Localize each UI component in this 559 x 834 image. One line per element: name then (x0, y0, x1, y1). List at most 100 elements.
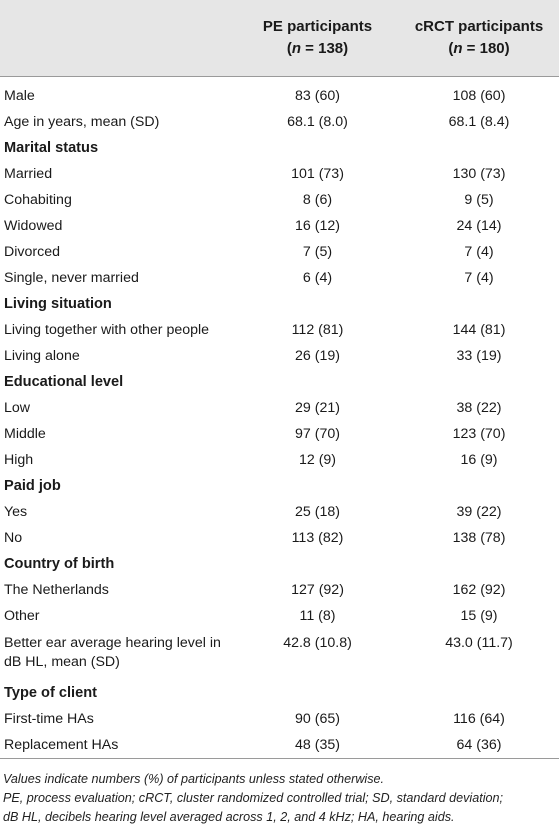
row-label: Middle (4, 426, 46, 442)
header-row: PE participants (n = 138) cRCT participa… (0, 0, 559, 77)
table-row: Yes 25 (18) 39 (22) (0, 499, 559, 525)
pe-value-cell: 16 (12) (295, 218, 340, 234)
header-pe-title: PE participants (262, 18, 373, 35)
section-title: Living situation (4, 296, 112, 312)
row-label: No (4, 530, 23, 546)
crct-value-cell: 38 (22) (456, 400, 502, 416)
table-row: Widowed 16 (12) 24 (14) (0, 213, 559, 239)
pe-value-cell: 127 (92) (291, 582, 344, 598)
header-crct-participants: cRCT participants (n = 180) (399, 0, 559, 77)
header-pe-participants: PE participants (n = 138) (236, 0, 399, 77)
pe-value-cell: 68.1 (8.0) (287, 114, 348, 130)
table-row: The Netherlands 127 (92) 162 (92) (0, 577, 559, 603)
crct-value-cell: 108 (60) (452, 88, 506, 104)
row-label: Age in years, mean (SD) (4, 114, 160, 130)
pe-value-cell: 25 (18) (295, 504, 340, 520)
section-title: Educational level (4, 374, 124, 390)
pe-value-cell: 8 (6) (302, 192, 333, 208)
row-label: Living alone (4, 348, 80, 364)
section-header-row: Type of client (0, 680, 559, 706)
table-row: Replacement HAs 48 (35) 64 (36) (0, 732, 559, 759)
section-title: Type of client (4, 685, 97, 701)
crct-value-cell: 64 (36) (399, 732, 559, 759)
section-title: Paid job (4, 478, 61, 494)
header-crct-n: (n = 180) (448, 40, 510, 57)
crct-value-cell: 138 (78) (452, 530, 506, 546)
table-header: PE participants (n = 138) cRCT participa… (0, 0, 559, 77)
section-title: Country of birth (4, 556, 115, 572)
table-row: Male 83 (60) 108 (60) (0, 83, 559, 109)
pe-value-cell: 90 (65) (295, 711, 340, 727)
header-pe-n: (n = 138) (286, 40, 349, 57)
footnote-line: PE, process evaluation; cRCT, cluster ra… (3, 791, 504, 805)
pe-value-cell: 101 (73) (291, 166, 344, 182)
pe-value-cell: 11 (8) (299, 608, 336, 624)
pe-value-cell: 7 (5) (302, 244, 333, 260)
header-rule (0, 76, 559, 77)
table-row: Single, never married 6 (4) 7 (4) (0, 265, 559, 291)
pe-value-cell: 6 (4) (302, 270, 333, 286)
table-row: Married 101 (73) 130 (73) (0, 161, 559, 187)
row-label: Replacement HAs (0, 732, 236, 759)
row-label: Low (4, 400, 31, 416)
crct-value-cell: 15 (9) (460, 608, 498, 624)
crct-value-cell: 7 (4) (464, 244, 494, 260)
row-label: The Netherlands (4, 582, 109, 598)
row-label: First-time HAs (4, 711, 94, 727)
header-crct-title: cRCT participants (414, 18, 544, 35)
table-footnotes: Values indicate numbers (%) of participa… (3, 770, 556, 827)
crct-value-cell: 16 (9) (460, 452, 498, 468)
crct-value-cell: 24 (14) (456, 218, 502, 234)
row-label: Yes (4, 504, 28, 520)
crct-value-cell: 130 (73) (452, 166, 506, 182)
pe-value-cell: 48 (35) (236, 732, 399, 759)
row-label: Widowed (4, 218, 63, 234)
crct-value-cell: 9 (5) (464, 192, 494, 208)
table-row: No 113 (82) 138 (78) (0, 525, 559, 551)
table-row: High 12 (9) 16 (9) (0, 447, 559, 473)
section-header-row: Living situation (0, 291, 559, 317)
section-header-row: Paid job (0, 473, 559, 499)
table-row: Living alone 26 (19) 33 (19) (0, 343, 559, 369)
crct-value-cell: 43.0 (11.7) (445, 635, 513, 651)
crct-value-cell: 162 (92) (452, 582, 506, 598)
section-header-row: Marital status (0, 135, 559, 161)
row-label: Male (4, 88, 35, 104)
section-header-row: Country of birth (0, 551, 559, 577)
crct-value-cell: 7 (4) (464, 270, 494, 286)
pe-value-cell: 113 (82) (291, 530, 344, 546)
table-row: Better ear average hearing level in dB H… (0, 629, 559, 680)
crct-value-cell: 33 (19) (456, 348, 502, 364)
pe-value-cell: 26 (19) (295, 348, 340, 364)
row-label: Single, never married (4, 270, 139, 286)
table-row: Low 29 (21) 38 (22) (0, 395, 559, 421)
table-row: Living together with other people 112 (81… (0, 317, 559, 343)
pe-value-cell: 29 (21) (295, 400, 340, 416)
footnote-line: dB HL, decibels hearing level averaged a… (3, 810, 455, 824)
header-empty-cell (0, 0, 236, 77)
demographics-table: PE participants (n = 138) cRCT participa… (0, 0, 559, 759)
row-label: Cohabiting (4, 192, 72, 208)
table-row: Other 11 (8) 15 (9) (0, 603, 559, 629)
row-label: Better ear average hearing level in dB H… (4, 635, 221, 670)
table-body: Male 83 (60) 108 (60) Age in years, mean (S… (0, 76, 559, 759)
crct-value-cell: 116 (64) (453, 711, 505, 727)
row-label: Married (4, 166, 53, 182)
row-label: Other (4, 608, 40, 624)
table-row: Age in years, mean (SD) 68.1 (8.0) 68.1 (8… (0, 109, 559, 135)
footnote-line: Values indicate numbers (%) of participa… (3, 772, 385, 786)
crct-value-cell: 144 (81) (452, 322, 506, 338)
pe-value-cell: 42.8 (10.8) (283, 635, 352, 651)
row-label: Divorced (4, 244, 60, 260)
table-row: Divorced 7 (5) 7 (4) (0, 239, 559, 265)
section-header-row: Educational level (0, 369, 559, 395)
table-row: Cohabiting 8 (6) 9 (5) (0, 187, 559, 213)
crct-value-cell: 68.1 (8.4) (448, 114, 510, 130)
table-row: Middle 97 (70) 123 (70) (0, 421, 559, 447)
table-row: First-time HAs 90 (65) 116 (64) (0, 706, 559, 732)
pe-value-cell: 12 (9) (298, 452, 337, 468)
section-title: Marital status (4, 140, 99, 156)
crct-value-cell: 123 (70) (452, 426, 506, 442)
crct-value-cell: 39 (22) (456, 504, 502, 520)
